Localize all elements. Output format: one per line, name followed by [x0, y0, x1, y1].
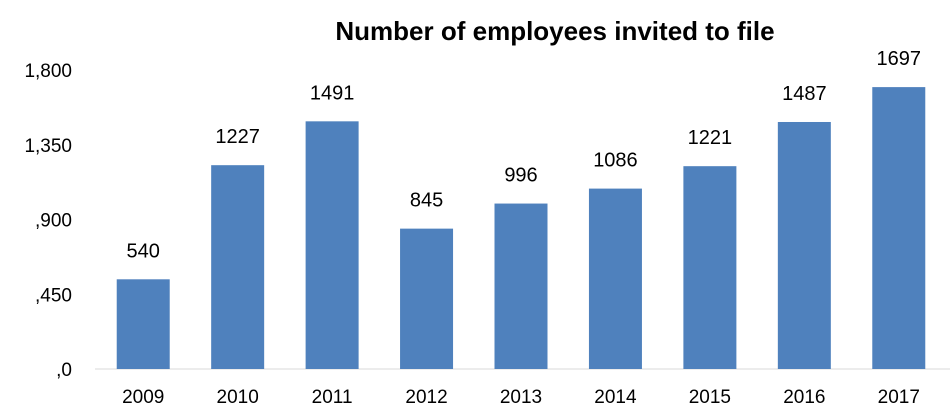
data-label: 1487: [782, 83, 827, 105]
bars: 540 1227 1491 845 996 1086 1221 1487 1697: [116, 48, 926, 370]
x-tick-label: 2017: [878, 387, 920, 408]
data-label: 1221: [688, 127, 733, 149]
x-tick-label: 2012: [405, 387, 447, 408]
data-label: 1491: [310, 82, 355, 104]
data-label: 540: [127, 240, 160, 262]
bar-2012: [400, 228, 454, 369]
y-axis: ,0 ,450 ,900 1,350 1,800: [24, 61, 72, 381]
x-tick-label: 2011: [312, 387, 353, 408]
x-tick-label: 2016: [783, 387, 825, 408]
x-axis: 2009 2010 2011 2012 2013 2014 2015 2016 2017: [122, 387, 920, 408]
data-label: 996: [504, 165, 537, 187]
bar-2014: [588, 188, 642, 369]
bar-2016: [777, 121, 831, 370]
data-label: 1086: [593, 150, 638, 172]
bar-2013: [494, 203, 548, 369]
data-label: 845: [410, 190, 443, 212]
y-tick-label: ,450: [35, 285, 72, 306]
y-tick-label: 1,350: [24, 136, 72, 157]
bar-2010: [211, 165, 265, 369]
chart-title: Number of employees invited to file: [335, 16, 774, 46]
x-tick-label: 2010: [217, 387, 259, 408]
bar-2011: [305, 121, 359, 369]
bar-2015: [683, 166, 737, 369]
data-label: 1697: [877, 48, 922, 70]
bar-2009: [116, 279, 170, 369]
bar-2017: [872, 87, 926, 370]
x-tick-label: 2009: [122, 387, 164, 408]
x-tick-label: 2013: [500, 387, 542, 408]
y-tick-label: ,0: [56, 360, 72, 381]
y-tick-label: ,900: [35, 211, 72, 232]
x-tick-label: 2014: [594, 387, 637, 408]
x-tick-label: 2015: [689, 387, 731, 408]
data-label: 1227: [215, 126, 260, 148]
y-tick-label: 1,800: [24, 61, 72, 82]
